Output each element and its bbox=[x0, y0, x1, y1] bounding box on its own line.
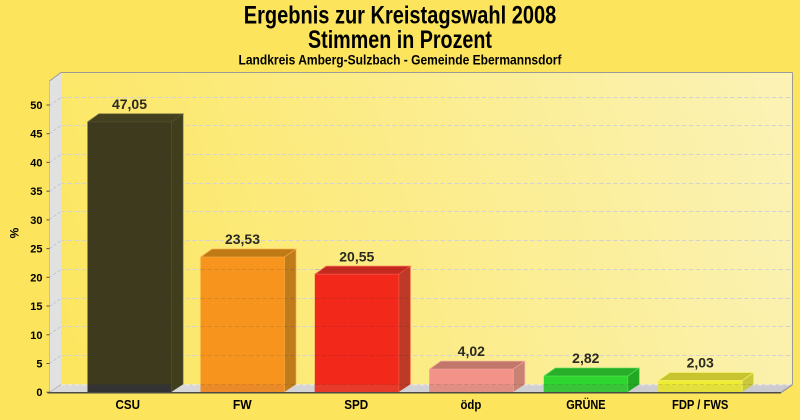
svg-text:Ergebnis zur Kreistagswahl 200: Ergebnis zur Kreistagswahl 2008 bbox=[244, 1, 556, 29]
svg-text:47,05: 47,05 bbox=[112, 96, 147, 112]
svg-text:2,03: 2,03 bbox=[687, 355, 714, 371]
svg-text:30: 30 bbox=[30, 215, 42, 227]
svg-text:23,53: 23,53 bbox=[225, 231, 260, 247]
svg-text:2,82: 2,82 bbox=[572, 350, 599, 366]
svg-text:45: 45 bbox=[30, 129, 42, 141]
svg-text:ödp: ödp bbox=[460, 397, 481, 412]
svg-text:40: 40 bbox=[30, 157, 42, 169]
svg-text:Stimmen in Prozent: Stimmen in Prozent bbox=[308, 26, 493, 54]
svg-text:10: 10 bbox=[30, 330, 42, 342]
svg-text:SPD: SPD bbox=[344, 397, 368, 412]
svg-text:35: 35 bbox=[30, 186, 42, 198]
svg-text:FDP / FWS: FDP / FWS bbox=[672, 397, 729, 412]
svg-text:CSU: CSU bbox=[116, 397, 141, 412]
svg-text:20: 20 bbox=[30, 272, 42, 284]
svg-text:FW: FW bbox=[233, 397, 252, 412]
svg-text:4,02: 4,02 bbox=[458, 343, 485, 359]
svg-text:25: 25 bbox=[30, 244, 42, 256]
svg-text:20,55: 20,55 bbox=[339, 248, 374, 264]
svg-text:0: 0 bbox=[36, 387, 42, 399]
svg-text:5: 5 bbox=[36, 359, 42, 371]
svg-text:Landkreis Amberg-Sulzbach - Ge: Landkreis Amberg-Sulzbach - Gemeinde Ebe… bbox=[239, 51, 562, 67]
svg-text:%: % bbox=[8, 227, 22, 238]
svg-text:50: 50 bbox=[30, 100, 42, 112]
svg-text:GRÜNE: GRÜNE bbox=[566, 397, 606, 412]
svg-text:15: 15 bbox=[30, 301, 42, 313]
